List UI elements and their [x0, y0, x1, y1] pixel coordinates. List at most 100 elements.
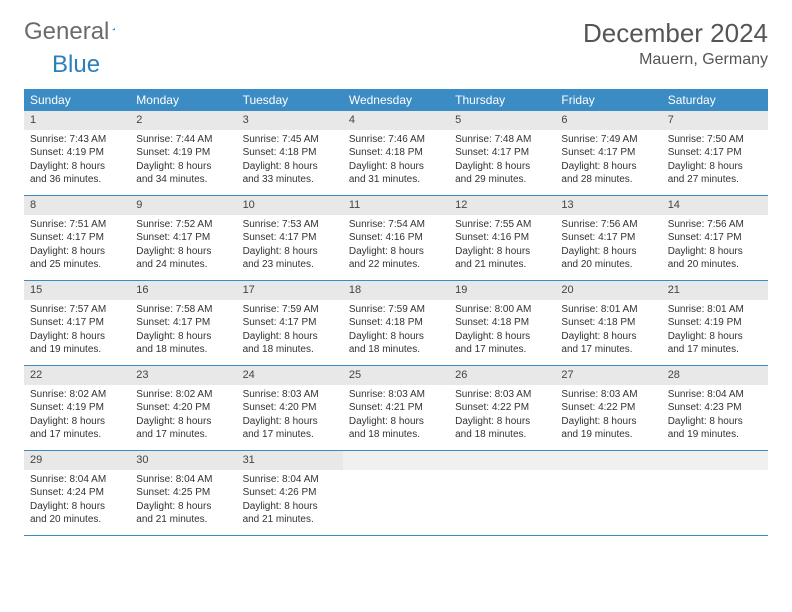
sunset-line: Sunset: 4:19 PM — [136, 146, 230, 160]
weekday-saturday: Saturday — [662, 89, 768, 111]
day-number: 21 — [662, 281, 768, 300]
day-content: Sunrise: 8:04 AMSunset: 4:23 PMDaylight:… — [662, 388, 768, 442]
day-number: 24 — [237, 366, 343, 385]
day-content: Sunrise: 8:03 AMSunset: 4:21 PMDaylight:… — [343, 388, 449, 442]
sunset-line: Sunset: 4:17 PM — [30, 316, 124, 330]
week-row: 22Sunrise: 8:02 AMSunset: 4:19 PMDayligh… — [24, 366, 768, 451]
sunset-line: Sunset: 4:17 PM — [136, 231, 230, 245]
sunset-line: Sunset: 4:23 PM — [668, 401, 762, 415]
sunrise-line: Sunrise: 7:55 AM — [455, 218, 549, 232]
sunset-line: Sunset: 4:17 PM — [243, 316, 337, 330]
weekday-tuesday: Tuesday — [237, 89, 343, 111]
sunset-line: Sunset: 4:26 PM — [243, 486, 337, 500]
day-number: 26 — [449, 366, 555, 385]
day-number: 20 — [555, 281, 661, 300]
sunrise-line: Sunrise: 8:04 AM — [30, 473, 124, 487]
week-row: 8Sunrise: 7:51 AMSunset: 4:17 PMDaylight… — [24, 196, 768, 281]
day-number: 4 — [343, 111, 449, 130]
daylight-line: Daylight: 8 hours and 18 minutes. — [243, 330, 337, 357]
sunrise-line: Sunrise: 8:02 AM — [136, 388, 230, 402]
sunrise-line: Sunrise: 7:52 AM — [136, 218, 230, 232]
day-content: Sunrise: 7:52 AMSunset: 4:17 PMDaylight:… — [130, 218, 236, 272]
daylight-line: Daylight: 8 hours and 17 minutes. — [668, 330, 762, 357]
sunset-line: Sunset: 4:17 PM — [243, 231, 337, 245]
day-cell: 16Sunrise: 7:58 AMSunset: 4:17 PMDayligh… — [130, 281, 236, 365]
sunrise-line: Sunrise: 7:56 AM — [668, 218, 762, 232]
day-number: 23 — [130, 366, 236, 385]
sunset-line: Sunset: 4:17 PM — [668, 231, 762, 245]
day-content: Sunrise: 7:53 AMSunset: 4:17 PMDaylight:… — [237, 218, 343, 272]
sunset-line: Sunset: 4:19 PM — [30, 401, 124, 415]
day-number: 5 — [449, 111, 555, 130]
sunset-line: Sunset: 4:17 PM — [30, 231, 124, 245]
calendar: SundayMondayTuesdayWednesdayThursdayFrid… — [24, 89, 768, 536]
day-number: 17 — [237, 281, 343, 300]
sunrise-line: Sunrise: 7:44 AM — [136, 133, 230, 147]
day-cell: 12Sunrise: 7:55 AMSunset: 4:16 PMDayligh… — [449, 196, 555, 280]
sunset-line: Sunset: 4:18 PM — [349, 316, 443, 330]
sunrise-line: Sunrise: 8:02 AM — [30, 388, 124, 402]
daylight-line: Daylight: 8 hours and 34 minutes. — [136, 160, 230, 187]
day-cell: 28Sunrise: 8:04 AMSunset: 4:23 PMDayligh… — [662, 366, 768, 450]
day-content: Sunrise: 7:54 AMSunset: 4:16 PMDaylight:… — [343, 218, 449, 272]
sunset-line: Sunset: 4:22 PM — [561, 401, 655, 415]
day-number — [555, 451, 661, 470]
logo-word1: General — [24, 18, 109, 46]
day-content: Sunrise: 8:04 AMSunset: 4:24 PMDaylight:… — [24, 473, 130, 527]
day-cell: 31 Sunrise: 8:04 AMSunset: 4:26 PMDayligh… — [237, 451, 343, 535]
day-number — [662, 451, 768, 470]
daylight-line: Daylight: 8 hours and 17 minutes. — [30, 415, 124, 442]
daylight-line: Daylight: 8 hours and 18 minutes. — [349, 415, 443, 442]
day-content: Sunrise: 8:04 AMSunset: 4:25 PMDaylight:… — [130, 473, 236, 527]
day-content: Sunrise: 8:01 AMSunset: 4:19 PMDaylight:… — [662, 303, 768, 357]
title-block: December 2024 Mauern, Germany — [583, 18, 768, 69]
day-number: 14 — [662, 196, 768, 215]
daylight-line: Daylight: 8 hours and 29 minutes. — [455, 160, 549, 187]
weekday-header-row: SundayMondayTuesdayWednesdayThursdayFrid… — [24, 89, 768, 111]
sunrise-line: Sunrise: 8:04 AM — [243, 473, 337, 487]
sunset-line: Sunset: 4:18 PM — [455, 316, 549, 330]
day-cell: 2Sunrise: 7:44 AMSunset: 4:19 PMDaylight… — [130, 111, 236, 195]
day-cell: 20Sunrise: 8:01 AMSunset: 4:18 PMDayligh… — [555, 281, 661, 365]
day-cell: 15Sunrise: 7:57 AMSunset: 4:17 PMDayligh… — [24, 281, 130, 365]
day-cell: 11Sunrise: 7:54 AMSunset: 4:16 PMDayligh… — [343, 196, 449, 280]
day-content: Sunrise: 8:04 AMSunset: 4:26 PMDaylight:… — [237, 473, 343, 527]
sunrise-line: Sunrise: 7:49 AM — [561, 133, 655, 147]
day-cell: 26 Sunrise: 8:03 AMSunset: 4:22 PMDayligh… — [449, 366, 555, 450]
day-cell: 22Sunrise: 8:02 AMSunset: 4:19 PMDayligh… — [24, 366, 130, 450]
daylight-line: Daylight: 8 hours and 25 minutes. — [30, 245, 124, 272]
day-content: Sunrise: 8:03 AMSunset: 4:22 PMDaylight:… — [449, 388, 555, 442]
day-content: Sunrise: 7:58 AMSunset: 4:17 PMDaylight:… — [130, 303, 236, 357]
day-content: Sunrise: 7:55 AMSunset: 4:16 PMDaylight:… — [449, 218, 555, 272]
daylight-line: Daylight: 8 hours and 18 minutes. — [349, 330, 443, 357]
daylight-line: Daylight: 8 hours and 19 minutes. — [668, 415, 762, 442]
day-cell: 6Sunrise: 7:49 AMSunset: 4:17 PMDaylight… — [555, 111, 661, 195]
day-cell: 25Sunrise: 8:03 AMSunset: 4:21 PMDayligh… — [343, 366, 449, 450]
day-number: 31 — [237, 451, 343, 470]
daylight-line: Daylight: 8 hours and 19 minutes. — [30, 330, 124, 357]
day-cell: 21 Sunrise: 8:01 AMSunset: 4:19 PMDayligh… — [662, 281, 768, 365]
sunset-line: Sunset: 4:24 PM — [30, 486, 124, 500]
sunset-line: Sunset: 4:19 PM — [30, 146, 124, 160]
day-content: Sunrise: 7:43 AMSunset: 4:19 PMDaylight:… — [24, 133, 130, 187]
sunset-line: Sunset: 4:17 PM — [561, 146, 655, 160]
day-cell: 3Sunrise: 7:45 AMSunset: 4:18 PMDaylight… — [237, 111, 343, 195]
logo: General — [24, 18, 134, 46]
day-cell: 19 Sunrise: 8:00 AMSunset: 4:18 PMDayligh… — [449, 281, 555, 365]
day-number: 19 — [449, 281, 555, 300]
day-content: Sunrise: 8:00 AMSunset: 4:18 PMDaylight:… — [449, 303, 555, 357]
day-number: 1 — [24, 111, 130, 130]
daylight-line: Daylight: 8 hours and 27 minutes. — [668, 160, 762, 187]
sunset-line: Sunset: 4:17 PM — [455, 146, 549, 160]
day-content: Sunrise: 7:44 AMSunset: 4:19 PMDaylight:… — [130, 133, 236, 187]
sunrise-line: Sunrise: 7:57 AM — [30, 303, 124, 317]
day-number: 3 — [237, 111, 343, 130]
daylight-line: Daylight: 8 hours and 23 minutes. — [243, 245, 337, 272]
day-number: 8 — [24, 196, 130, 215]
day-content: Sunrise: 8:02 AMSunset: 4:20 PMDaylight:… — [130, 388, 236, 442]
weekday-monday: Monday — [130, 89, 236, 111]
day-cell: 29Sunrise: 8:04 AMSunset: 4:24 PMDayligh… — [24, 451, 130, 535]
week-row: 15Sunrise: 7:57 AMSunset: 4:17 PMDayligh… — [24, 281, 768, 366]
sunset-line: Sunset: 4:21 PM — [349, 401, 443, 415]
sunrise-line: Sunrise: 7:56 AM — [561, 218, 655, 232]
